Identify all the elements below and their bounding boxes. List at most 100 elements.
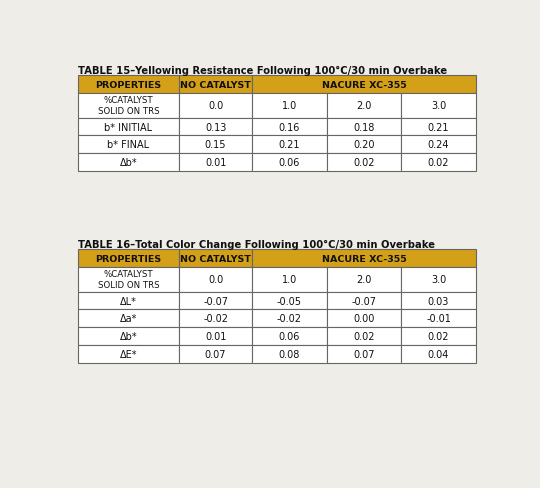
Text: 3.0: 3.0	[431, 101, 446, 111]
Text: 0.15: 0.15	[205, 140, 226, 150]
Text: 0.21: 0.21	[428, 122, 449, 132]
Bar	[401, 345, 476, 363]
Bar	[179, 154, 252, 171]
Text: 0.07: 0.07	[205, 349, 226, 359]
Bar	[78, 76, 179, 94]
Text: -0.01: -0.01	[426, 314, 451, 324]
Bar	[327, 292, 401, 310]
Bar	[327, 94, 401, 119]
Text: NO CATALYST: NO CATALYST	[180, 254, 251, 263]
Bar	[252, 267, 327, 292]
Bar	[78, 119, 179, 136]
Text: 0.02: 0.02	[353, 331, 375, 341]
Text: Δb*: Δb*	[119, 158, 137, 168]
Bar	[179, 76, 252, 94]
Text: 0.03: 0.03	[428, 296, 449, 306]
Text: Δb*: Δb*	[119, 331, 137, 341]
Bar	[78, 136, 179, 154]
Text: 0.02: 0.02	[353, 158, 375, 168]
Text: 2.0: 2.0	[356, 101, 372, 111]
Bar	[327, 267, 401, 292]
Bar	[401, 267, 476, 292]
Text: Δa*: Δa*	[120, 314, 137, 324]
Text: PROPERTIES: PROPERTIES	[95, 81, 161, 90]
Bar	[327, 327, 401, 345]
Text: -0.07: -0.07	[203, 296, 228, 306]
Bar	[179, 345, 252, 363]
Bar	[78, 250, 179, 267]
Bar	[252, 136, 327, 154]
Text: 0.02: 0.02	[428, 158, 449, 168]
Text: 0.24: 0.24	[428, 140, 449, 150]
Bar	[179, 327, 252, 345]
Text: 0.08: 0.08	[279, 349, 300, 359]
Bar	[179, 267, 252, 292]
Bar	[179, 250, 252, 267]
Bar	[401, 310, 476, 327]
Text: TABLE 15–Yellowing Resistance Following 100°C/30 min Overbake: TABLE 15–Yellowing Resistance Following …	[78, 66, 447, 76]
Bar	[401, 292, 476, 310]
Bar	[327, 345, 401, 363]
Text: %CATALYST
SOLID ON TRS: %CATALYST SOLID ON TRS	[98, 270, 159, 290]
Bar	[327, 136, 401, 154]
Bar	[78, 154, 179, 171]
Bar	[252, 76, 476, 94]
Bar	[252, 327, 327, 345]
Text: PROPERTIES: PROPERTIES	[95, 254, 161, 263]
Bar	[252, 154, 327, 171]
Text: b* INITIAL: b* INITIAL	[104, 122, 152, 132]
Bar	[252, 94, 327, 119]
Bar	[252, 310, 327, 327]
Text: 0.06: 0.06	[279, 331, 300, 341]
Text: ΔE*: ΔE*	[120, 349, 137, 359]
Text: NACURE XC-355: NACURE XC-355	[322, 254, 407, 263]
Text: 2.0: 2.0	[356, 275, 372, 285]
Bar	[78, 345, 179, 363]
Bar	[401, 154, 476, 171]
Bar	[179, 310, 252, 327]
Bar	[401, 327, 476, 345]
Bar	[252, 345, 327, 363]
Bar	[401, 94, 476, 119]
Bar	[327, 154, 401, 171]
Text: 0.13: 0.13	[205, 122, 226, 132]
Bar	[78, 310, 179, 327]
Bar	[327, 310, 401, 327]
Bar	[78, 327, 179, 345]
Bar	[179, 136, 252, 154]
Text: -0.05: -0.05	[277, 296, 302, 306]
Text: 0.00: 0.00	[353, 314, 374, 324]
Text: -0.02: -0.02	[203, 314, 228, 324]
Text: 0.01: 0.01	[205, 331, 226, 341]
Text: -0.07: -0.07	[352, 296, 376, 306]
Bar	[401, 136, 476, 154]
Text: TABLE 16–Total Color Change Following 100°C/30 min Overbake: TABLE 16–Total Color Change Following 10…	[78, 240, 435, 250]
Text: b* FINAL: b* FINAL	[107, 140, 150, 150]
Bar	[252, 250, 476, 267]
Bar	[179, 292, 252, 310]
Text: 1.0: 1.0	[282, 101, 297, 111]
Text: -0.02: -0.02	[277, 314, 302, 324]
Text: %CATALYST
SOLID ON TRS: %CATALYST SOLID ON TRS	[98, 96, 159, 116]
Text: 0.04: 0.04	[428, 349, 449, 359]
Text: 0.0: 0.0	[208, 101, 223, 111]
Text: 1.0: 1.0	[282, 275, 297, 285]
Text: 0.01: 0.01	[205, 158, 226, 168]
Text: NACURE XC-355: NACURE XC-355	[322, 81, 407, 90]
Text: ΔL*: ΔL*	[120, 296, 137, 306]
Text: 0.16: 0.16	[279, 122, 300, 132]
Bar	[252, 292, 327, 310]
Text: 0.21: 0.21	[279, 140, 300, 150]
Text: 0.07: 0.07	[353, 349, 375, 359]
Bar	[179, 119, 252, 136]
Bar	[179, 94, 252, 119]
Text: 0.0: 0.0	[208, 275, 223, 285]
Bar	[327, 119, 401, 136]
Bar	[78, 267, 179, 292]
Bar	[78, 94, 179, 119]
Text: 0.06: 0.06	[279, 158, 300, 168]
Bar	[252, 119, 327, 136]
Bar	[401, 119, 476, 136]
Bar	[78, 292, 179, 310]
Text: 0.02: 0.02	[428, 331, 449, 341]
